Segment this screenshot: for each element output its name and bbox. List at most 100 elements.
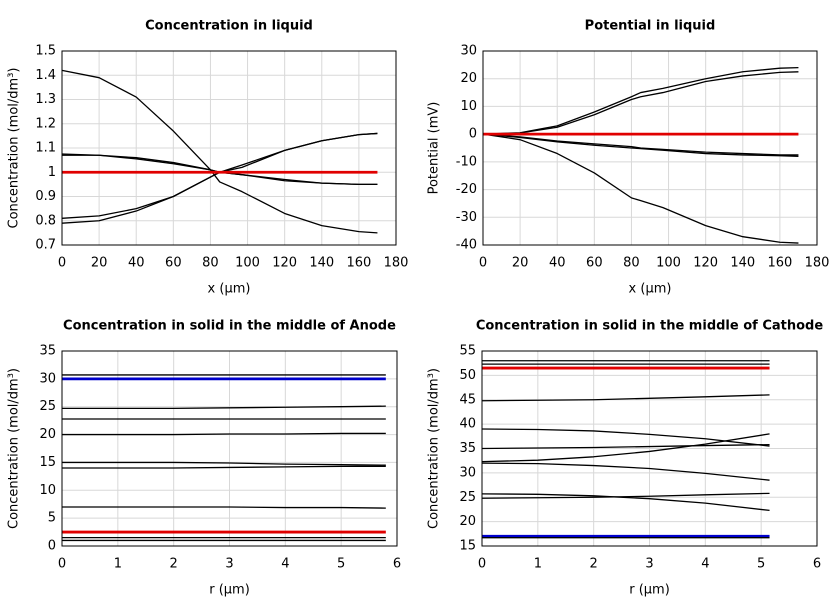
y-tick-label: 45 (459, 392, 476, 407)
x-tick-label: 0 (58, 256, 66, 271)
y-axis-label: Concentration (mol/dm³) (427, 368, 442, 529)
x-tick-label: 100 (656, 256, 681, 271)
chart-title: Concentration in liquid (145, 19, 313, 34)
x-tick-label: 160 (346, 256, 371, 271)
series-line (62, 506, 386, 509)
y-tick-label: 5 (48, 511, 56, 526)
y-axis-label: Concentration (mol/dm³) (7, 368, 22, 529)
plot-frame (61, 350, 398, 547)
x-tick-label: 3 (225, 557, 233, 572)
y-tick-label: 35 (459, 441, 476, 456)
y-tick-label: 1.5 (35, 44, 56, 59)
y-tick-label: 35 (39, 344, 56, 359)
x-tick-label: 2 (590, 557, 598, 572)
series-line (61, 132, 378, 219)
x-tick-label: 100 (235, 256, 260, 271)
subplot: Concentration in solid in the middle of … (7, 319, 402, 598)
x-tick-label: 20 (512, 256, 529, 271)
x-tick-label: 4 (281, 557, 289, 572)
series-line (481, 433, 770, 463)
series-line (482, 133, 799, 157)
x-tick-label: 40 (549, 256, 566, 271)
y-axis-label: Potential (mV) (427, 102, 442, 195)
y-tick-label: 0.8 (35, 213, 56, 228)
x-tick-label: 6 (393, 557, 401, 572)
x-tick-label: 2 (170, 557, 178, 572)
y-tick-label: -40 (456, 238, 477, 253)
series-line (62, 461, 386, 466)
y-axis-label: Concentration (mol/dm³) (7, 68, 22, 229)
chart-title: Concentration in solid in the middle of … (63, 319, 396, 334)
x-tick-label: 180 (805, 256, 830, 271)
y-tick-label: 40 (459, 417, 476, 432)
y-tick-label: -30 (456, 210, 477, 225)
y-tick-label: -10 (456, 154, 477, 169)
y-tick-label: 0.7 (35, 238, 56, 253)
y-tick-label: -20 (456, 182, 477, 197)
series-line (482, 133, 799, 156)
plot-frame (481, 350, 818, 547)
x-tick-label: 60 (165, 256, 182, 271)
x-tick-label: 160 (767, 256, 792, 271)
x-tick-label: 120 (272, 256, 297, 271)
x-tick-label: 40 (128, 256, 145, 271)
y-tick-label: 20 (460, 71, 477, 86)
series-line (481, 492, 770, 499)
x-tick-label: 5 (757, 557, 765, 572)
plot-frame (61, 50, 397, 246)
y-tick-label: 30 (459, 465, 476, 480)
y-tick-label: 10 (39, 483, 56, 498)
chart-title: Concentration in solid in the middle of … (476, 319, 824, 334)
subplot: Potential in liquid x (µm) Potential (mV) 0… (427, 19, 830, 297)
y-tick-label: 50 (459, 368, 476, 383)
y-tick-label: 20 (459, 514, 476, 529)
y-tick-label: 25 (459, 490, 476, 505)
y-tick-label: 20 (39, 427, 56, 442)
series-line (61, 153, 378, 186)
series-line (482, 71, 799, 135)
x-tick-label: 6 (813, 557, 821, 572)
y-tick-label: 1.4 (35, 68, 56, 83)
y-tick-label: 30 (460, 44, 477, 59)
x-tick-label: 3 (645, 557, 653, 572)
series-line (62, 465, 386, 469)
series-line (481, 428, 770, 447)
x-tick-label: 0 (58, 557, 66, 572)
series-line (62, 432, 386, 436)
y-tick-label: 10 (460, 99, 477, 114)
series-line (61, 132, 378, 224)
x-tick-label: 4 (701, 557, 709, 572)
y-tick-label: 1 (48, 165, 56, 180)
y-tick-label: 55 (459, 344, 476, 359)
y-tick-label: 0.9 (35, 189, 56, 204)
y-tick-label: 15 (39, 455, 56, 470)
x-axis-label: r (µm) (629, 583, 670, 598)
y-tick-label: 1.2 (35, 116, 56, 131)
x-tick-label: 80 (623, 256, 640, 271)
x-tick-label: 140 (309, 256, 334, 271)
series-line (481, 443, 770, 450)
y-tick-label: 25 (39, 399, 56, 414)
x-axis-label: r (µm) (209, 583, 250, 598)
x-tick-label: 140 (730, 256, 755, 271)
series-line (482, 133, 799, 244)
series-line (482, 66, 799, 135)
x-tick-label: 0 (478, 557, 486, 572)
series-line (61, 69, 378, 234)
y-tick-label: 15 (459, 539, 476, 554)
series-line (481, 394, 770, 402)
x-tick-label: 5 (337, 557, 345, 572)
x-axis-label: x (µm) (629, 282, 672, 297)
series-line (62, 405, 386, 410)
x-tick-label: 80 (202, 256, 219, 271)
x-tick-label: 60 (586, 256, 603, 271)
y-tick-label: 0 (48, 539, 56, 554)
chart-title: Potential in liquid (585, 19, 716, 34)
y-tick-label: 1.3 (35, 92, 56, 107)
y-tick-label: 1.1 (35, 141, 56, 156)
y-tick-label: 30 (39, 371, 56, 386)
series-line (62, 154, 378, 186)
x-tick-label: 1 (534, 557, 542, 572)
x-tick-label: 20 (91, 256, 108, 271)
plot-frame (482, 50, 818, 246)
